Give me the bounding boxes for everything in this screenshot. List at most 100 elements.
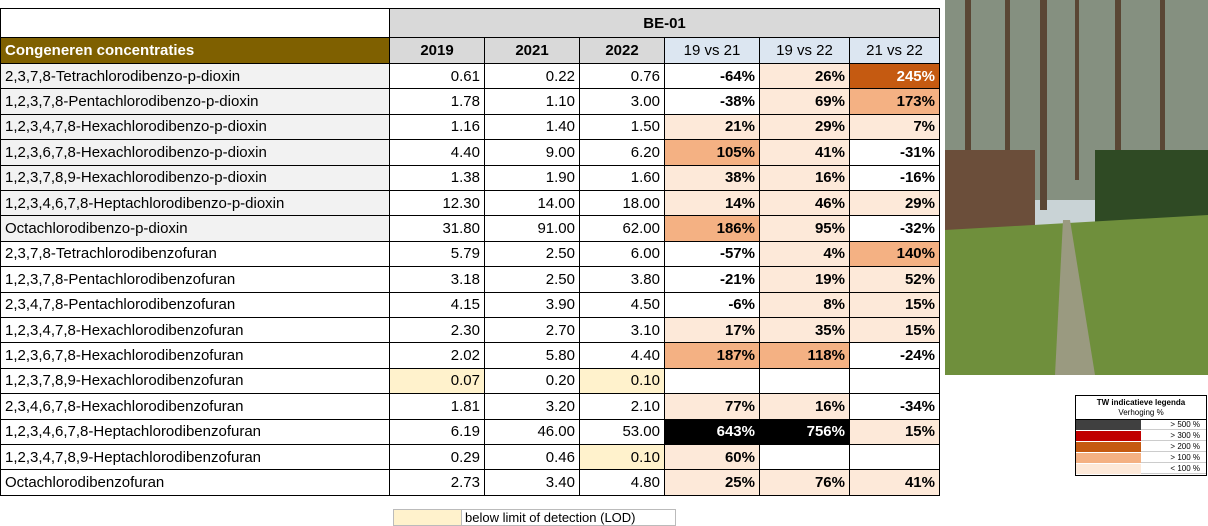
legend-label: > 200 % [1141, 442, 1206, 452]
legend-row: > 100 % [1076, 453, 1206, 464]
legend-subtitle: Verhoging % [1076, 407, 1206, 420]
change-cell: 105% [665, 140, 760, 166]
congener-name: 1,2,3,7,8-Pentachlorodibenzofuran [0, 267, 390, 293]
year-header: 2019 [390, 38, 485, 64]
change-cell: 140% [850, 241, 940, 268]
concentration-cell: 0.07 [390, 368, 485, 395]
concentration-cell: 3.18 [390, 267, 485, 293]
concentration-cell: 2.50 [485, 267, 580, 293]
change-cell: 17% [665, 318, 760, 344]
concentration-cell: 2.73 [390, 470, 485, 496]
concentration-cell: 5.80 [485, 343, 580, 369]
concentration-cell: 14.00 [485, 191, 580, 217]
change-cell: -16% [850, 165, 940, 191]
legend-title: TW indicatieve legenda [1096, 398, 1186, 407]
concentration-cell: 0.46 [485, 445, 580, 471]
legend: TW indicatieve legenda Verhoging % > 500… [1075, 395, 1207, 476]
year-header: 2021 [485, 38, 580, 64]
concentration-cell: 1.60 [580, 165, 665, 191]
congener-name: 2,3,7,8-Tetrachlorodibenzofuran [0, 241, 390, 268]
concentration-cell: 3.90 [485, 292, 580, 318]
change-cell: 7% [850, 114, 940, 141]
legend-label: > 500 % [1141, 420, 1206, 430]
concentration-cell: 46.00 [485, 419, 580, 445]
congener-name: 1,2,3,4,7,8-Hexachlorodibenzofuran [0, 318, 390, 344]
change-cell [850, 445, 940, 471]
congener-name: Octachlorodibenzofuran [0, 470, 390, 496]
congener-name: 2,3,7,8-Tetrachlorodibenzo-p-dioxin [0, 64, 390, 90]
legend-row: < 100 % [1076, 464, 1206, 475]
site-photo [945, 0, 1208, 375]
change-cell: 25% [665, 470, 760, 496]
legend-row: > 200 % [1076, 442, 1206, 453]
concentration-cell: 0.10 [580, 368, 665, 395]
change-cell: -34% [850, 394, 940, 420]
concentration-cell: 53.00 [580, 419, 665, 445]
change-cell: -24% [850, 343, 940, 369]
change-cell: 173% [850, 89, 940, 115]
concentration-cell: 2.30 [390, 318, 485, 344]
concentration-cell: 62.00 [580, 216, 665, 242]
concentration-cell: 6.20 [580, 140, 665, 166]
name-header: Congeneren concentraties [0, 38, 390, 64]
change-cell: 8% [760, 292, 850, 318]
concentration-cell: 12.30 [390, 191, 485, 217]
change-cell: 4% [760, 241, 850, 268]
change-cell: 21% [665, 114, 760, 141]
concentration-cell: 1.16 [390, 114, 485, 141]
change-cell: 26% [760, 64, 850, 90]
concentration-cell: 0.20 [485, 368, 580, 395]
change-cell: 14% [665, 191, 760, 217]
legend-label: > 300 % [1141, 431, 1206, 441]
legend-row: > 500 % [1076, 420, 1206, 431]
congener-name: 1,2,3,7,8,9-Hexachlorodibenzofuran [0, 368, 390, 395]
legend-label: < 100 % [1141, 464, 1206, 474]
change-cell: 643% [665, 419, 760, 445]
concentration-cell: 4.80 [580, 470, 665, 496]
congener-name: Octachlorodibenzo-p-dioxin [0, 216, 390, 242]
concentration-cell: 3.40 [485, 470, 580, 496]
tree-trunks [965, 0, 1165, 210]
concentration-cell: 9.00 [485, 140, 580, 166]
concentration-cell: 0.76 [580, 64, 665, 90]
change-cell: 15% [850, 292, 940, 318]
change-cell [850, 368, 940, 395]
congener-name: 1,2,3,4,7,8-Hexachlorodibenzo-p-dioxin [0, 114, 390, 141]
change-cell: 15% [850, 318, 940, 344]
concentration-cell: 1.10 [485, 89, 580, 115]
lod-swatch [393, 509, 462, 526]
change-cell: 19% [760, 267, 850, 293]
change-cell: 52% [850, 267, 940, 293]
change-cell [760, 445, 850, 471]
legend-swatch [1076, 464, 1141, 474]
change-cell: 95% [760, 216, 850, 242]
change-cell: 187% [665, 343, 760, 369]
congener-name: 1,2,3,6,7,8-Hexachlorodibenzo-p-dioxin [0, 140, 390, 166]
year-header: 2022 [580, 38, 665, 64]
concentration-cell: 3.10 [580, 318, 665, 344]
concentration-cell: 0.22 [485, 64, 580, 90]
concentration-cell: 1.78 [390, 89, 485, 115]
congener-name: 1,2,3,4,6,7,8-Heptachlorodibenzo-p-dioxi… [0, 191, 390, 217]
concentration-cell: 4.50 [580, 292, 665, 318]
concentration-cell: 3.00 [580, 89, 665, 115]
change-cell: 186% [665, 216, 760, 242]
legend-swatch [1076, 420, 1141, 430]
corner [0, 8, 390, 38]
change-cell: 69% [760, 89, 850, 115]
concentration-cell: 1.38 [390, 165, 485, 191]
congener-name: 1,2,3,7,8,9-Hexachlorodibenzo-p-dioxin [0, 165, 390, 191]
group-header: BE-01 [390, 8, 940, 38]
concentration-cell: 91.00 [485, 216, 580, 242]
congener-name: 1,2,3,4,6,7,8-Heptachlorodibenzofuran [0, 419, 390, 445]
legend-row: > 300 % [1076, 431, 1206, 442]
shed [945, 150, 1035, 230]
change-cell: 35% [760, 318, 850, 344]
change-header: 19 vs 21 [665, 38, 760, 64]
congener-name: 1,2,3,6,7,8-Hexachlorodibenzofuran [0, 343, 390, 369]
change-cell: 245% [850, 64, 940, 90]
legend-label: > 100 % [1141, 453, 1206, 463]
concentration-cell: 2.70 [485, 318, 580, 344]
change-cell: 118% [760, 343, 850, 369]
